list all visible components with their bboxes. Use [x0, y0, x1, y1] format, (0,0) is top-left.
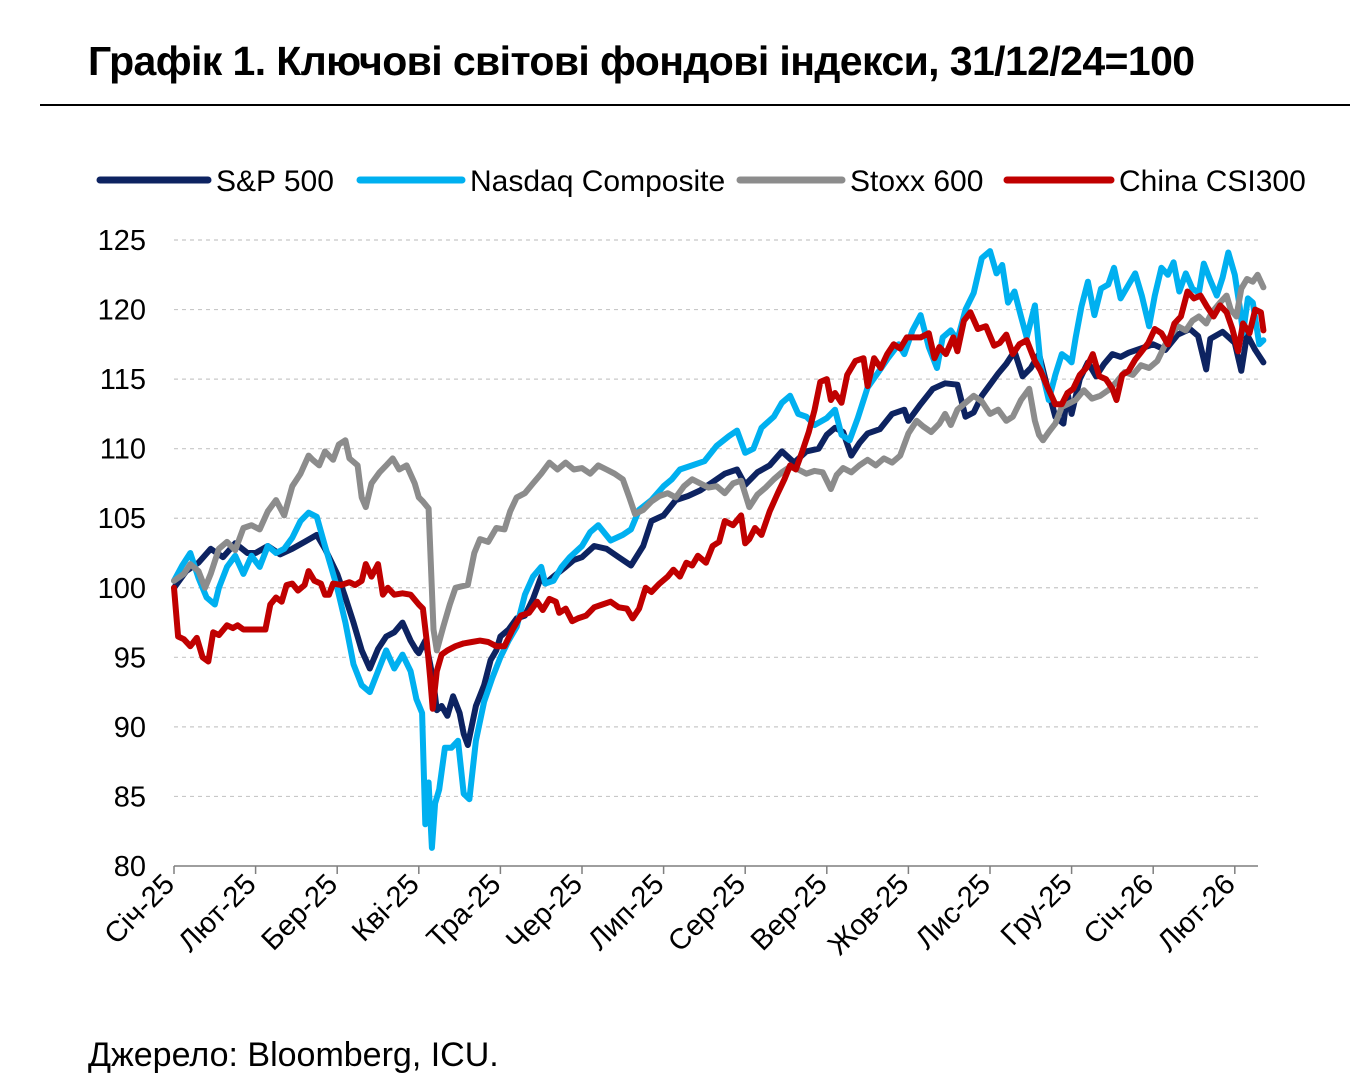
x-tick-label: Лис-25	[910, 868, 997, 955]
x-tick-label: Лют-25	[173, 868, 263, 958]
series-line-stoxx-600	[171, 271, 1267, 654]
title-divider	[40, 104, 1350, 106]
x-tick-label: Гру-25	[995, 868, 1079, 952]
y-tick-label: 115	[100, 364, 146, 396]
legend-label: Stoxx 600	[850, 165, 983, 198]
legend-label: China CSI300	[1119, 165, 1306, 198]
series-line-china-csi300	[171, 288, 1267, 712]
x-tick-label: Лип-25	[582, 868, 670, 956]
legend-label: S&P 500	[216, 165, 334, 198]
legend: S&P 500 Nasdaq Composite Stoxx 600 China CS…	[96, 165, 1306, 198]
y-tick-label: 85	[114, 781, 146, 813]
series-lines	[171, 248, 1267, 851]
y-tick-label: 95	[114, 642, 146, 674]
chart-title: Графік 1. Ключові світові фондові індекс…	[88, 38, 1195, 84]
x-tick-label: Жов-25	[822, 868, 915, 961]
x-tick-label: Бер-25	[256, 868, 345, 957]
series-line-nasdaq-composite	[171, 248, 1267, 851]
y-tick-label: 100	[98, 573, 146, 605]
y-tick-label: 90	[114, 712, 146, 744]
x-tick-label: Вер-25	[745, 868, 834, 957]
y-tick-label: 125	[98, 225, 146, 257]
x-tick-label: Тра-25	[421, 868, 507, 954]
source-note: Джерело: Bloomberg, ICU.	[88, 1036, 499, 1074]
x-tick-label: Сер-25	[662, 868, 752, 958]
y-axis-tick-labels: 80 85 90 95 100 105 110 115 120 125	[98, 225, 146, 883]
legend-label: Nasdaq Composite	[470, 165, 725, 198]
x-tick-label: Січ-26	[1078, 868, 1160, 950]
grid-lines	[174, 239, 1258, 798]
y-tick-label: 105	[98, 503, 146, 535]
y-tick-label: 110	[100, 434, 146, 466]
x-tick-label: Лют-26	[1152, 868, 1242, 958]
x-tick-label: Чер-25	[500, 868, 589, 957]
y-tick-label: 120	[98, 295, 146, 327]
x-tick-label: Кві-25	[346, 868, 426, 948]
y-tick-label: 80	[114, 851, 146, 883]
